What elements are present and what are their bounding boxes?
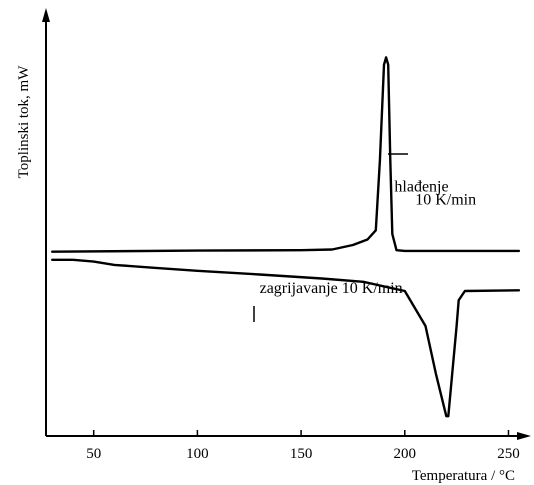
annotation-1: 10 K/min xyxy=(415,192,476,209)
x-tick-label: 250 xyxy=(497,446,520,462)
x-tick-label: 50 xyxy=(86,446,101,462)
x-axis-label: Temperatura / °C xyxy=(412,468,515,484)
axes xyxy=(42,8,531,440)
cooling-curve xyxy=(52,57,519,251)
y-axis-arrow xyxy=(42,8,50,22)
x-tick-label: 150 xyxy=(290,446,313,462)
x-tick-label: 200 xyxy=(394,446,417,462)
x-tick-label: 100 xyxy=(186,446,209,462)
plot-area xyxy=(52,57,519,416)
annotation-2: zagrijavanje 10 K/min xyxy=(260,280,403,297)
x-axis-arrow xyxy=(517,432,531,440)
y-axis-label: Toplinski tok, mW xyxy=(16,65,32,179)
x-ticks: 50 100 150 200 250 xyxy=(86,430,520,462)
